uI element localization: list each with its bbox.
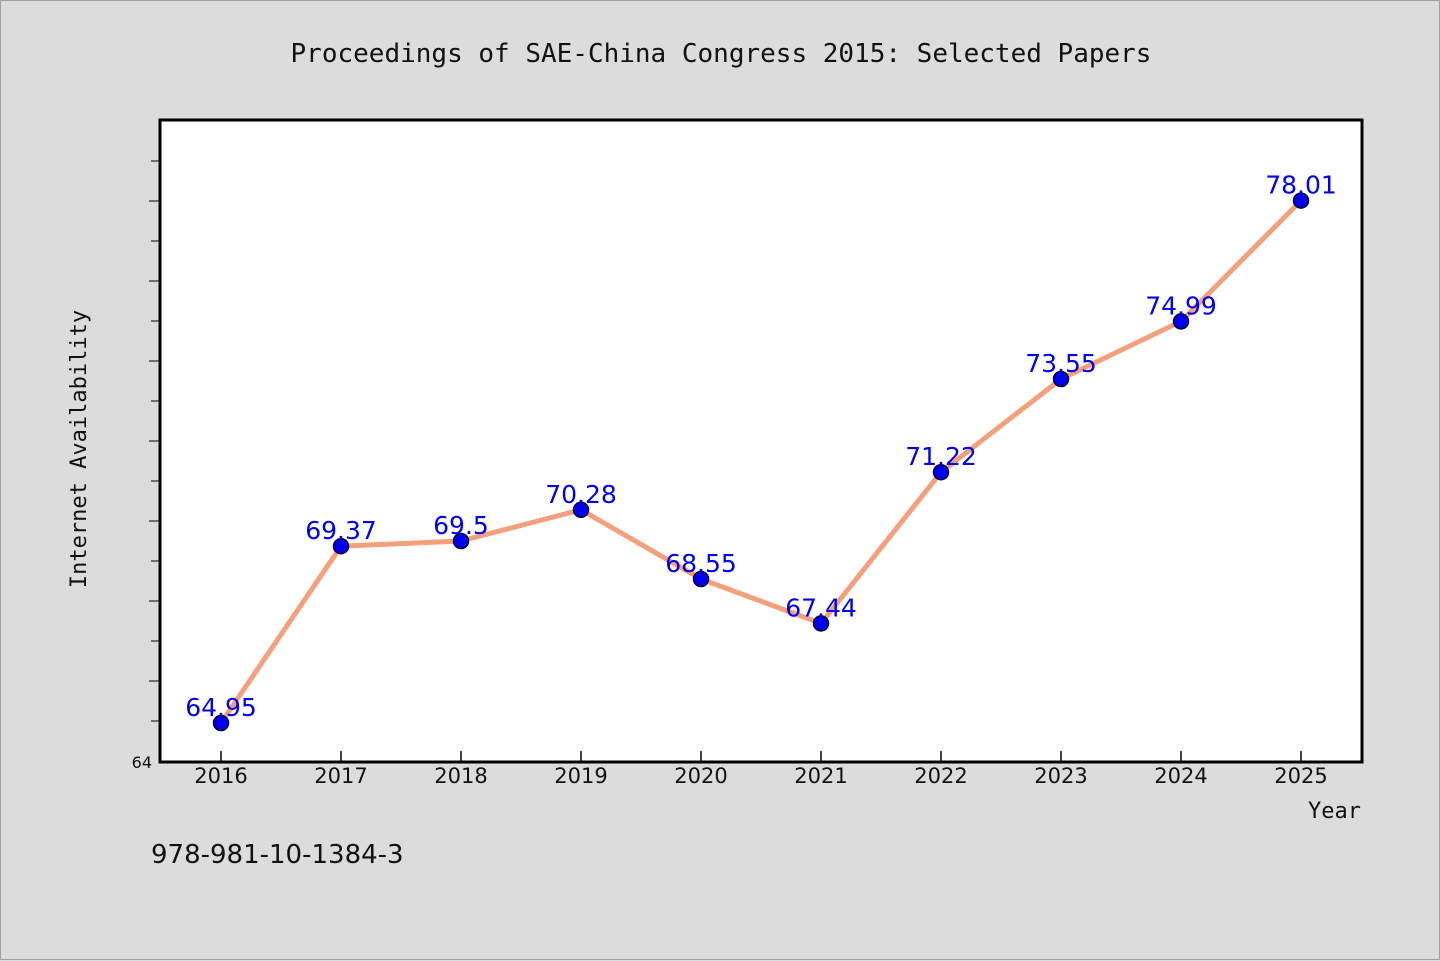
- y-tick-label-min: 64: [132, 753, 152, 772]
- data-point: [452, 532, 470, 550]
- x-tick-label: 2025: [1274, 764, 1327, 788]
- data-label: 67.44: [785, 593, 857, 622]
- data-label: 73.55: [1025, 349, 1097, 378]
- plot-area: [158, 118, 1364, 764]
- data-label: 68.55: [665, 549, 737, 578]
- x-axis-label: Year: [1308, 799, 1361, 824]
- x-tick-label: 2020: [674, 764, 727, 788]
- data-point: [812, 615, 830, 632]
- data-point: [212, 714, 230, 732]
- data-point: [332, 537, 350, 555]
- data-label: 74.99: [1145, 291, 1217, 320]
- x-tick-label: 2017: [314, 764, 367, 788]
- data-point: [1172, 313, 1190, 330]
- data-label: 78.01: [1265, 171, 1337, 200]
- data-label: 69.37: [305, 516, 377, 545]
- x-tick-label: 2022: [914, 764, 967, 788]
- data-point: [1052, 370, 1070, 388]
- x-tick-label: 2023: [1034, 764, 1087, 788]
- x-tick-label: 2018: [434, 764, 487, 788]
- data-label: 64.95: [185, 693, 257, 722]
- x-tick-label: 2021: [794, 764, 847, 788]
- data-point: [932, 463, 950, 481]
- x-axis-ticks: [220, 751, 1302, 761]
- data-point: [572, 501, 590, 519]
- data-point: [692, 570, 710, 588]
- y-axis-label: Internet Availability: [67, 310, 92, 588]
- data-label: 71.22: [905, 442, 977, 471]
- x-tick-label: 2016: [194, 764, 247, 788]
- x-tick-labels: 2016 2017 2018 2019 2020 2021 2022 2023 2024 2025: [194, 764, 1327, 788]
- data-point: [1292, 192, 1310, 209]
- data-label: 70.28: [545, 480, 617, 509]
- y-axis-ticks: [149, 160, 161, 722]
- data-label: 69.5: [433, 511, 489, 540]
- chart-title: Proceedings of SAE-China Congress 2015: …: [291, 39, 1152, 69]
- isbn-text: 978-981-10-1384-3: [151, 840, 404, 870]
- x-tick-label: 2024: [1154, 764, 1207, 788]
- series-line: [218, 198, 1304, 726]
- x-tick-label: 2019: [554, 764, 607, 788]
- series-markers: [212, 192, 1310, 732]
- data-labels: 64.95 69.37 69.5 70.28 68.55 67.44 71.22 73.55 7…: [185, 171, 1337, 722]
